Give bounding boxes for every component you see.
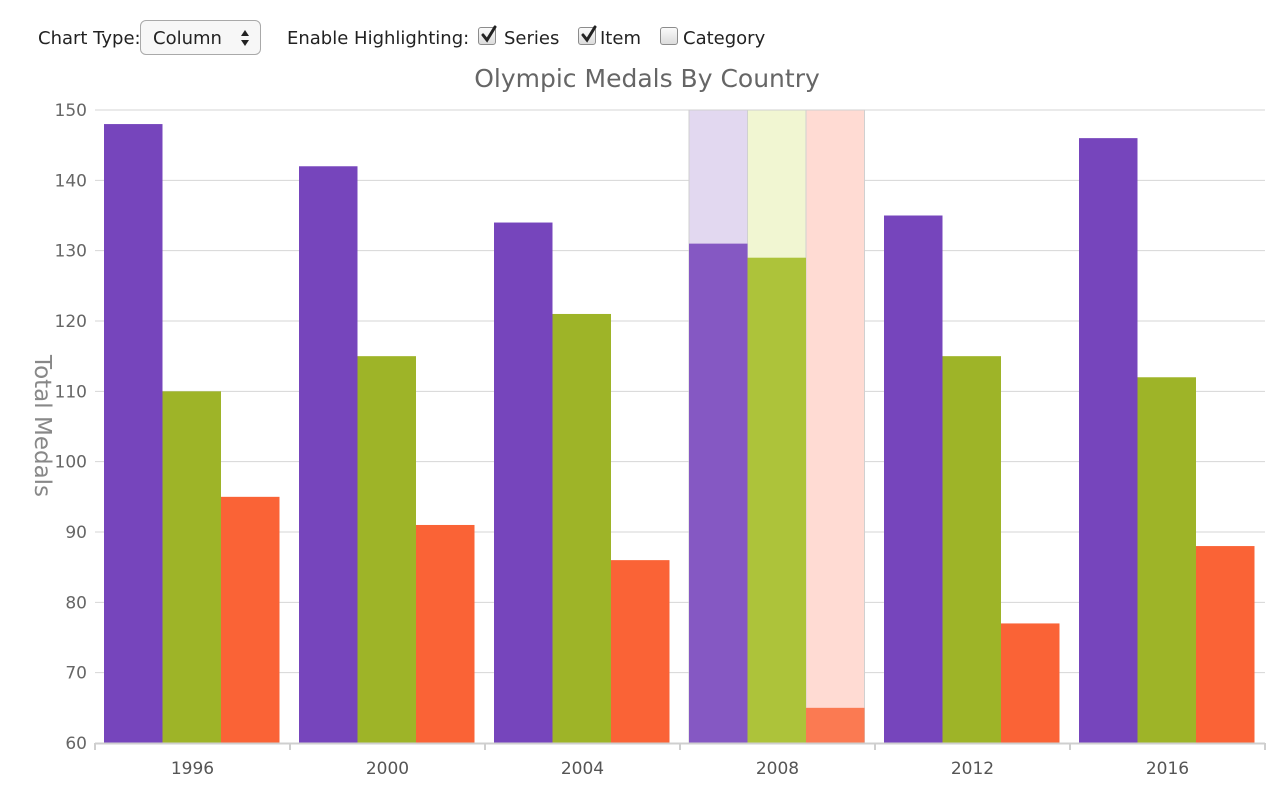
column-chart: Olympic Medals By Country Total Medals 6… <box>29 64 1266 779</box>
bar[interactable] <box>552 313 612 743</box>
bar[interactable] <box>1137 377 1197 743</box>
bar[interactable] <box>416 524 475 743</box>
y-tick-label: 90 <box>65 523 87 543</box>
y-tick-label: 140 <box>55 171 87 191</box>
item-checkbox-label: Item <box>600 28 641 49</box>
y-tick-label: 130 <box>55 242 87 262</box>
bar[interactable] <box>1196 546 1255 743</box>
bar[interactable] <box>942 356 1002 743</box>
highlighting-label: Enable Highlighting: <box>287 28 470 49</box>
x-tick-label: 2008 <box>756 759 799 779</box>
bar[interactable] <box>494 222 553 744</box>
y-axis-label: Total Medals <box>29 354 55 497</box>
category-checkbox-label: Category <box>683 28 766 49</box>
x-tick-label: 2004 <box>561 759 604 779</box>
bar[interactable] <box>104 124 163 744</box>
y-tick-label: 120 <box>55 312 87 332</box>
select-arrows-icon <box>241 30 249 46</box>
x-tick-label: 2016 <box>1146 759 1189 779</box>
bar[interactable] <box>806 707 865 743</box>
bar[interactable] <box>1001 623 1060 743</box>
category-checkbox[interactable] <box>660 27 678 45</box>
y-tick-label: 100 <box>55 453 87 473</box>
highlight-band <box>805 109 865 744</box>
bar[interactable] <box>611 560 670 743</box>
bar[interactable] <box>689 243 748 743</box>
chart-type-select[interactable]: Column <box>140 20 261 55</box>
x-tick-label: 2000 <box>366 759 409 779</box>
y-tick-label: 60 <box>65 734 87 754</box>
bar[interactable] <box>884 215 943 744</box>
chart-type-label: Chart Type: <box>38 28 141 49</box>
item-checkbox[interactable] <box>578 25 597 45</box>
chart-type-value: Column <box>153 28 222 49</box>
bar[interactable] <box>162 391 222 743</box>
checkmark-icon <box>481 25 497 43</box>
bar[interactable] <box>357 356 417 743</box>
x-tick-label: 1996 <box>171 759 214 779</box>
bar[interactable] <box>221 496 280 743</box>
chart-title: Olympic Medals By Country <box>474 64 820 93</box>
series-checkbox-label: Series <box>504 28 560 49</box>
y-tick-label: 110 <box>55 382 87 402</box>
x-tick-label: 2012 <box>951 759 994 779</box>
bar[interactable] <box>747 257 807 743</box>
y-tick-label: 70 <box>65 664 87 684</box>
series-checkbox[interactable] <box>478 25 497 45</box>
toolbar: Chart Type: Column Enable Highlighting: … <box>0 0 1280 78</box>
y-tick-label: 150 <box>55 101 87 121</box>
bar[interactable] <box>1079 138 1138 744</box>
y-tick-label: 80 <box>65 593 87 613</box>
bar[interactable] <box>299 166 358 743</box>
checkmark-icon <box>581 25 597 43</box>
plot-area: 60 70 80 90 100 110 120 130 140 150 1996 2000 2004 20… <box>55 101 1266 779</box>
